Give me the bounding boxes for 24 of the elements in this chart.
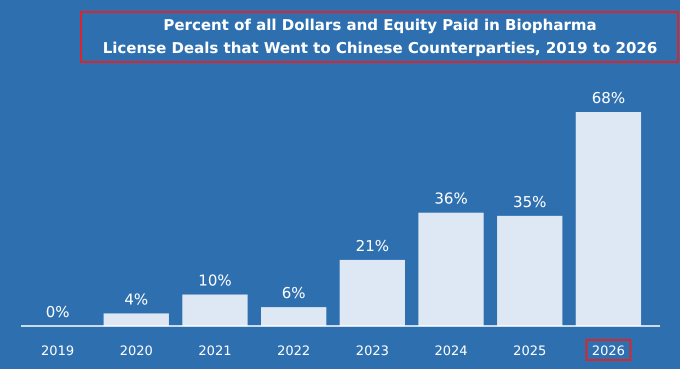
x-tick-label: 2021 [198,344,232,359]
bar [576,112,642,326]
data-label: 68% [592,89,626,107]
x-tick-label: 2023 [356,344,389,359]
data-label: 21% [356,236,390,255]
bar [418,212,484,326]
data-label: 36% [434,190,468,208]
x-tick-label: 2019 [41,344,74,359]
data-label: 4% [124,290,148,308]
x-tick-label: 2024 [434,344,468,359]
bar [340,260,405,326]
chart-title: Percent of all Dollars and Equity Paid in Biopharma License Deals that Went to Chinese Counterparties, 2019 to 2026 [102,16,658,57]
data-label: 0% [46,303,70,321]
x-tick-label: 2026 [592,344,625,359]
data-label: 35% [513,192,546,211]
x-tick-label: 2022 [277,344,310,359]
bar [497,216,562,326]
x-tick-label: 2020 [120,344,153,359]
data-label: 10% [198,272,232,290]
data-label: 6% [282,284,306,302]
x-tick-label: 2025 [513,344,546,359]
bar [261,307,326,326]
bar [182,294,248,326]
bar [104,313,169,326]
